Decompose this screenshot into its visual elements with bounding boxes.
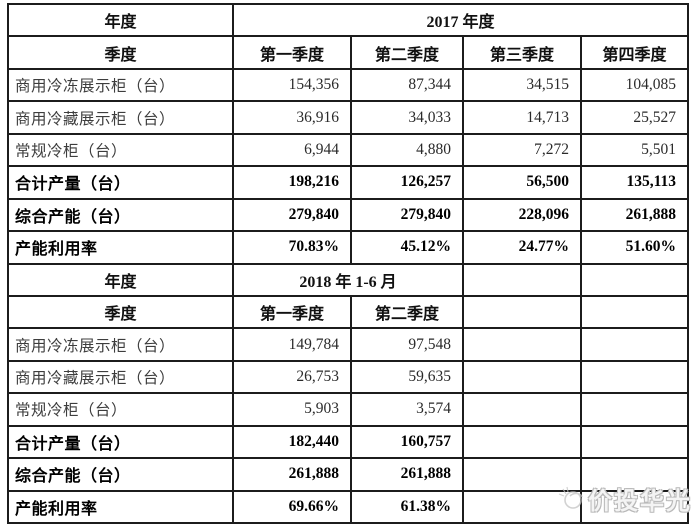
- value-cell: 149,784: [232, 327, 352, 362]
- table-row: 综合产能（台） 279,840 279,840 228,096 261,888: [7, 197, 690, 233]
- value-cell: 51.60%: [579, 230, 690, 265]
- value-cell: 4,880: [350, 132, 464, 168]
- value-cell: 5,501: [579, 132, 690, 168]
- empty-cell: [462, 392, 582, 427]
- table-body: 年度 2017 年度 季度 第一季度 第二季度 第三季度 第四季度 商用冷冻展示柜（台） 154…: [7, 2, 690, 525]
- value-cell: 14,713: [462, 100, 582, 135]
- value-cell: 56,500: [462, 165, 582, 200]
- value-cell: 34,033: [350, 100, 464, 135]
- empty-cell: [462, 327, 582, 362]
- value-cell: 104,085: [579, 67, 690, 103]
- row-label-cell: 商用冷冻展示柜（台）: [7, 327, 234, 362]
- value-cell: 160,757: [350, 424, 464, 460]
- empty-cell: [462, 294, 582, 330]
- empty-cell: [579, 359, 690, 395]
- value-cell: 25,527: [579, 100, 690, 135]
- row-label-cell: 产能利用率: [7, 230, 234, 265]
- row-label-cell: 产能利用率: [7, 489, 234, 525]
- value-cell: 228,096: [462, 197, 582, 233]
- empty-cell: [579, 457, 690, 492]
- year-header-row: 年度 2018 年 1-6 月: [7, 262, 690, 297]
- year-header-row: 年度 2017 年度: [7, 2, 690, 38]
- table-row: 商用冷冻展示柜（台） 149,784 97,548: [7, 327, 690, 362]
- value-cell: 154,356: [232, 67, 352, 103]
- value-cell: 59,635: [350, 359, 464, 395]
- value-cell: 45.12%: [350, 230, 464, 265]
- value-cell: 6,944: [232, 132, 352, 168]
- row-label-cell: 综合产能（台）: [7, 197, 234, 233]
- value-cell: 126,257: [350, 165, 464, 200]
- empty-cell: [462, 262, 582, 297]
- empty-cell: [462, 457, 582, 492]
- value-cell: 5,903: [232, 392, 352, 427]
- row-label-cell: 商用冷藏展示柜（台）: [7, 359, 234, 395]
- quarter-label-cell: 季度: [7, 35, 234, 70]
- value-cell: 7,272: [462, 132, 582, 168]
- quarter-label-cell: 季度: [7, 294, 234, 330]
- value-cell: 24.77%: [462, 230, 582, 265]
- value-cell: 261,888: [350, 457, 464, 492]
- quarter-cell: 第一季度: [232, 35, 352, 70]
- value-cell: 279,840: [232, 197, 352, 233]
- value-cell: 87,344: [350, 67, 464, 103]
- value-cell: 261,888: [579, 197, 690, 233]
- empty-cell: [579, 327, 690, 362]
- value-cell: 70.83%: [232, 230, 352, 265]
- empty-cell: [462, 424, 582, 460]
- row-label-cell: 综合产能（台）: [7, 457, 234, 492]
- value-cell: 182,440: [232, 424, 352, 460]
- quarter-cell: 第一季度: [232, 294, 352, 330]
- row-label-cell: 常规冷柜（台）: [7, 132, 234, 168]
- quarter-cell: 第三季度: [462, 35, 582, 70]
- table-row: 产能利用率 70.83% 45.12% 24.77% 51.60%: [7, 230, 690, 265]
- value-cell: 279,840: [350, 197, 464, 233]
- quarter-header-row: 季度 第一季度 第二季度: [7, 294, 690, 330]
- quarter-cell: 第四季度: [579, 35, 690, 70]
- table-row: 商用冷藏展示柜（台） 26,753 59,635: [7, 359, 690, 395]
- year-value-cell: 2017 年度: [231, 2, 690, 38]
- empty-cell: [579, 424, 690, 460]
- quarter-cell: 第二季度: [350, 294, 464, 330]
- row-label-cell: 合计产量（台）: [7, 165, 234, 200]
- row-label-cell: 商用冷冻展示柜（台）: [7, 67, 234, 103]
- empty-cell: [462, 359, 582, 395]
- table-row: 综合产能（台） 261,888 261,888: [7, 457, 690, 492]
- value-cell: 36,916: [232, 100, 352, 135]
- value-cell: 61.38%: [350, 489, 464, 525]
- row-label-cell: 合计产量（台）: [7, 424, 234, 460]
- empty-cell: [579, 489, 690, 525]
- value-cell: 97,548: [350, 327, 464, 362]
- table-row: 产能利用率 69.66% 61.38%: [7, 489, 690, 525]
- value-cell: 3,574: [350, 392, 464, 427]
- table-row: 商用冷藏展示柜（台） 36,916 34,033 14,713 25,527: [7, 100, 690, 135]
- quarter-cell: 第二季度: [350, 35, 464, 70]
- value-cell: 135,113: [579, 165, 690, 200]
- row-label-cell: 常规冷柜（台）: [7, 392, 234, 427]
- empty-cell: [579, 262, 690, 297]
- table-row: 常规冷柜（台） 5,903 3,574: [7, 392, 690, 427]
- table-row: 常规冷柜（台） 6,944 4,880 7,272 5,501: [7, 132, 690, 168]
- year-value-cell: 2018 年 1-6 月: [232, 262, 464, 297]
- table-row: 商用冷冻展示柜（台） 154,356 87,344 34,515 104,085: [7, 67, 690, 103]
- table-row: 合计产量（台） 198,216 126,257 56,500 135,113: [7, 165, 690, 200]
- value-cell: 26,753: [232, 359, 352, 395]
- empty-cell: [579, 392, 690, 427]
- year-label-cell: 年度: [7, 2, 234, 38]
- table-row: 合计产量（台） 182,440 160,757: [7, 424, 690, 460]
- value-cell: 198,216: [232, 165, 352, 200]
- quarter-header-row: 季度 第一季度 第二季度 第三季度 第四季度: [7, 35, 690, 70]
- year-label-cell: 年度: [7, 262, 234, 297]
- row-label-cell: 商用冷藏展示柜（台）: [7, 100, 234, 135]
- empty-cell: [462, 489, 582, 525]
- value-cell: 34,515: [462, 67, 582, 103]
- empty-cell: [579, 294, 690, 330]
- capacity-utilization-table: 年度 2017 年度 季度 第一季度 第二季度 第三季度 第四季度 商用冷冻展示柜（台） 154…: [7, 2, 690, 525]
- value-cell: 69.66%: [232, 489, 352, 525]
- value-cell: 261,888: [232, 457, 352, 492]
